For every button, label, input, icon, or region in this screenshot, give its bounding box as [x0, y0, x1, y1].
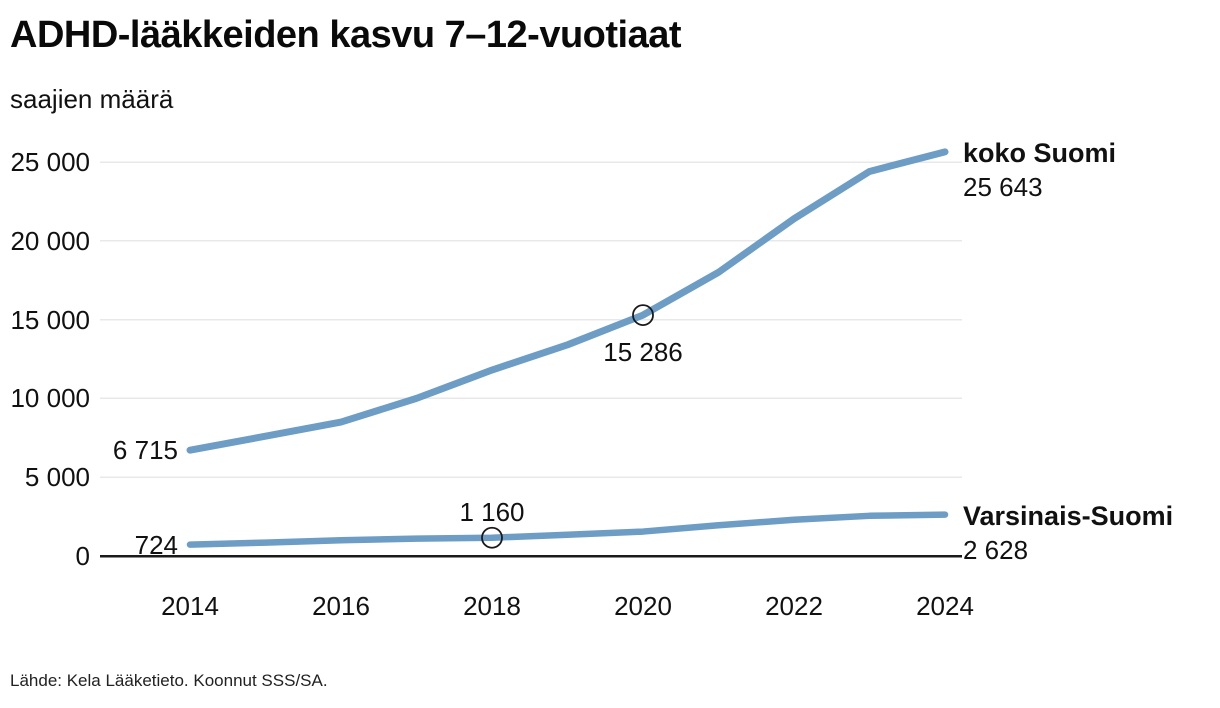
y-tick-label: 10 000 — [10, 383, 90, 414]
x-tick-label: 2024 — [916, 591, 974, 621]
series-start-value-label: 724 — [134, 529, 178, 560]
data-point-marker-2018 — [481, 526, 503, 549]
series-name-label-koko-suomi: koko Suomi — [963, 137, 1117, 168]
y-tick-label: 0 — [75, 541, 90, 571]
series-start-value-label: 6 715 — [112, 435, 178, 466]
source-note: Lähde: Kela Lääketieto. Koonnut SSS/SA. — [10, 671, 328, 690]
data-point-marker-2020 — [632, 304, 654, 326]
x-tick-label: 2022 — [765, 591, 823, 621]
x-tick-label: 2016 — [312, 591, 370, 621]
chart-title: ADHD-lääkkeiden kasvu 7–12-vuotiaat — [10, 14, 682, 56]
series-end-value-label: 25 643 — [963, 171, 1043, 202]
y-tick-label: 5 000 — [24, 462, 90, 493]
series-name-label-varsinais-suomi: Varsinais-Suomi — [963, 500, 1174, 531]
y-tick-label: 25 000 — [10, 147, 90, 177]
x-tick-label: 2020 — [614, 591, 672, 621]
x-tick-label: 2018 — [463, 591, 521, 621]
series-marker-value-label: 15 286 — [603, 337, 683, 368]
y-tick-label: 15 000 — [10, 304, 90, 335]
series-line-koko-suomi — [186, 148, 949, 454]
series-marker-value-label: 1 160 — [459, 496, 525, 527]
series-end-value-label: 2 628 — [963, 534, 1029, 565]
y-tick-label: 20 000 — [10, 225, 90, 256]
series-line-varsinais-suomi — [186, 511, 949, 548]
x-tick-label: 2014 — [161, 591, 219, 621]
chart-subtitle: saajien määrä — [10, 84, 174, 114]
